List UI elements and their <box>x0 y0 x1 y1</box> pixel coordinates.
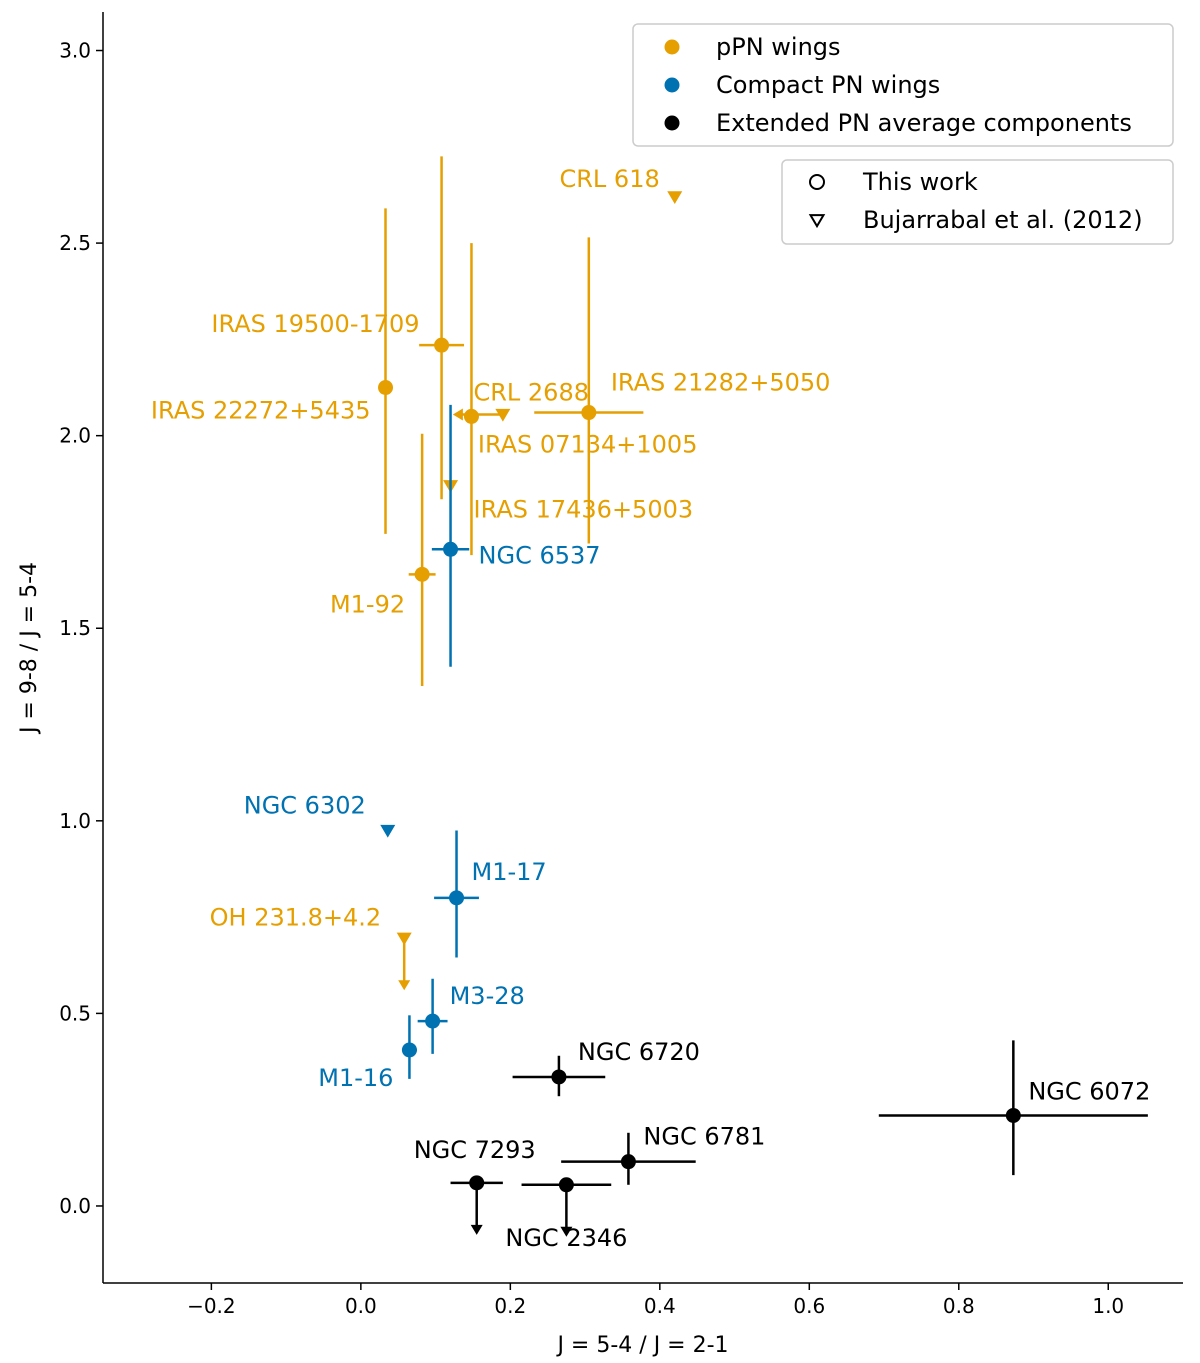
x-tick-label: 1.0 <box>1092 1294 1124 1318</box>
legend-label: pPN wings <box>716 33 841 61</box>
point-label: NGC 2346 <box>505 1224 627 1252</box>
point-label: M1-17 <box>472 858 547 886</box>
x-tick-label: 0.0 <box>345 1294 377 1318</box>
limit-arrow-head <box>470 1224 483 1235</box>
data-point <box>452 408 511 422</box>
circle-marker <box>463 408 479 424</box>
x-tick-label: 0.4 <box>644 1294 676 1318</box>
point-label: IRAS 21282+5050 <box>611 369 831 397</box>
point-label: IRAS 19500-1709 <box>211 310 419 338</box>
data-point <box>396 932 412 991</box>
data-point <box>521 1177 612 1237</box>
data-point <box>401 1015 417 1079</box>
circle-marker <box>558 1177 574 1193</box>
point-label: NGC 7293 <box>414 1136 536 1164</box>
x-axis: −0.2 0.0 0.2 0.4 0.6 0.8 1.0 <box>103 1282 1183 1318</box>
point-label: NGC 6537 <box>479 541 601 569</box>
point-label: IRAS 17436+5003 <box>474 496 694 524</box>
y-axis: 0.0 0.5 1.0 1.5 2.0 2.5 3.0 <box>59 12 104 1283</box>
legend-frame <box>781 159 1174 245</box>
y-tick-label: 0.5 <box>59 1001 91 1025</box>
legend-label: This work <box>862 168 978 196</box>
point-label: CRL 618 <box>560 165 660 193</box>
circle-marker <box>1005 1107 1021 1123</box>
circle-marker <box>449 890 465 906</box>
point-labels: CRL 618 IRAS 19500-1709 IRAS 22272+5435 CRL… <box>151 165 1150 1252</box>
point-label: M1-92 <box>330 590 405 618</box>
legend-entry: Compact PN wings <box>664 71 940 99</box>
circle-marker <box>378 380 394 396</box>
circle-marker <box>401 1042 417 1058</box>
legend-open-triangle <box>808 214 826 229</box>
data-point <box>408 433 436 687</box>
point-label: IRAS 07134+1005 <box>478 430 698 458</box>
circle-marker <box>551 1069 567 1085</box>
legend-label: Bujarrabal et al. (2012) <box>863 206 1143 234</box>
circle-marker <box>434 337 450 353</box>
legend-label: Compact PN wings <box>716 71 940 99</box>
triangle-marker <box>380 824 396 838</box>
data-point <box>512 1055 606 1097</box>
data-point <box>561 1132 696 1185</box>
point-label: CRL 2688 <box>473 378 589 406</box>
data-point <box>378 208 394 534</box>
legend-dot <box>664 115 680 131</box>
data-points <box>378 156 1148 1237</box>
legend-open-circle <box>809 174 825 190</box>
y-tick-label: 1.0 <box>59 809 91 833</box>
limit-arrow-head <box>452 408 463 421</box>
legend-entry: pPN wings <box>664 33 841 61</box>
point-label: NGC 6720 <box>578 1038 700 1066</box>
triangle-marker <box>396 932 412 946</box>
triangle-marker <box>495 408 511 422</box>
y-tick-label: 2.5 <box>59 231 91 255</box>
data-point <box>417 978 448 1054</box>
legend-entry: Extended PN average components <box>664 109 1132 137</box>
legend-markers: This work Bujarrabal et al. (2012) <box>781 159 1174 245</box>
y-tick-label: 1.5 <box>59 616 91 640</box>
legend-dot <box>664 77 680 93</box>
circle-marker <box>581 405 597 421</box>
data-point <box>667 191 683 204</box>
point-label: NGC 6302 <box>244 791 366 819</box>
y-tick-label: 2.0 <box>59 424 91 448</box>
x-tick-label: 0.8 <box>943 1294 975 1318</box>
point-label: NGC 6072 <box>1028 1077 1150 1105</box>
legend-entry: Bujarrabal et al. (2012) <box>808 206 1143 234</box>
data-point <box>878 1040 1148 1176</box>
x-tick-label: 0.6 <box>793 1294 825 1318</box>
x-axis-label: J = 5-4 / J = 2-1 <box>555 1333 728 1358</box>
limit-arrow-head <box>398 980 411 991</box>
data-point <box>434 830 479 958</box>
legend-frame <box>632 23 1174 147</box>
x-tick-label: 0.2 <box>494 1294 526 1318</box>
data-point <box>450 1175 503 1235</box>
circle-marker <box>425 1013 441 1029</box>
limit-arrow-head <box>560 1226 573 1237</box>
data-point <box>534 237 644 544</box>
data-point <box>431 404 470 667</box>
point-label: NGC 6781 <box>643 1123 765 1151</box>
y-tick-label: 0.0 <box>59 1194 91 1218</box>
data-point <box>419 156 464 500</box>
y-axis-label: J = 9-8 / J = 5-4 <box>17 562 42 735</box>
point-label: OH 231.8+4.2 <box>210 903 382 931</box>
point-label: IRAS 22272+5435 <box>151 397 371 425</box>
x-tick-label: −0.2 <box>187 1294 236 1318</box>
point-label: M3-28 <box>450 982 525 1010</box>
legend-dot <box>664 39 680 55</box>
circle-marker <box>443 541 459 557</box>
circle-marker <box>469 1175 485 1191</box>
data-point <box>463 243 479 556</box>
point-label: M1-16 <box>318 1064 393 1092</box>
legend-groups: pPN wings Compact PN wings Extended PN ave… <box>632 23 1174 147</box>
circle-marker <box>620 1154 636 1170</box>
circle-marker <box>414 566 430 582</box>
data-point <box>380 824 396 838</box>
y-tick-label: 3.0 <box>59 39 91 63</box>
legend-label: Extended PN average components <box>716 109 1132 137</box>
triangle-marker <box>667 191 683 204</box>
legend-entry: This work <box>809 168 978 196</box>
